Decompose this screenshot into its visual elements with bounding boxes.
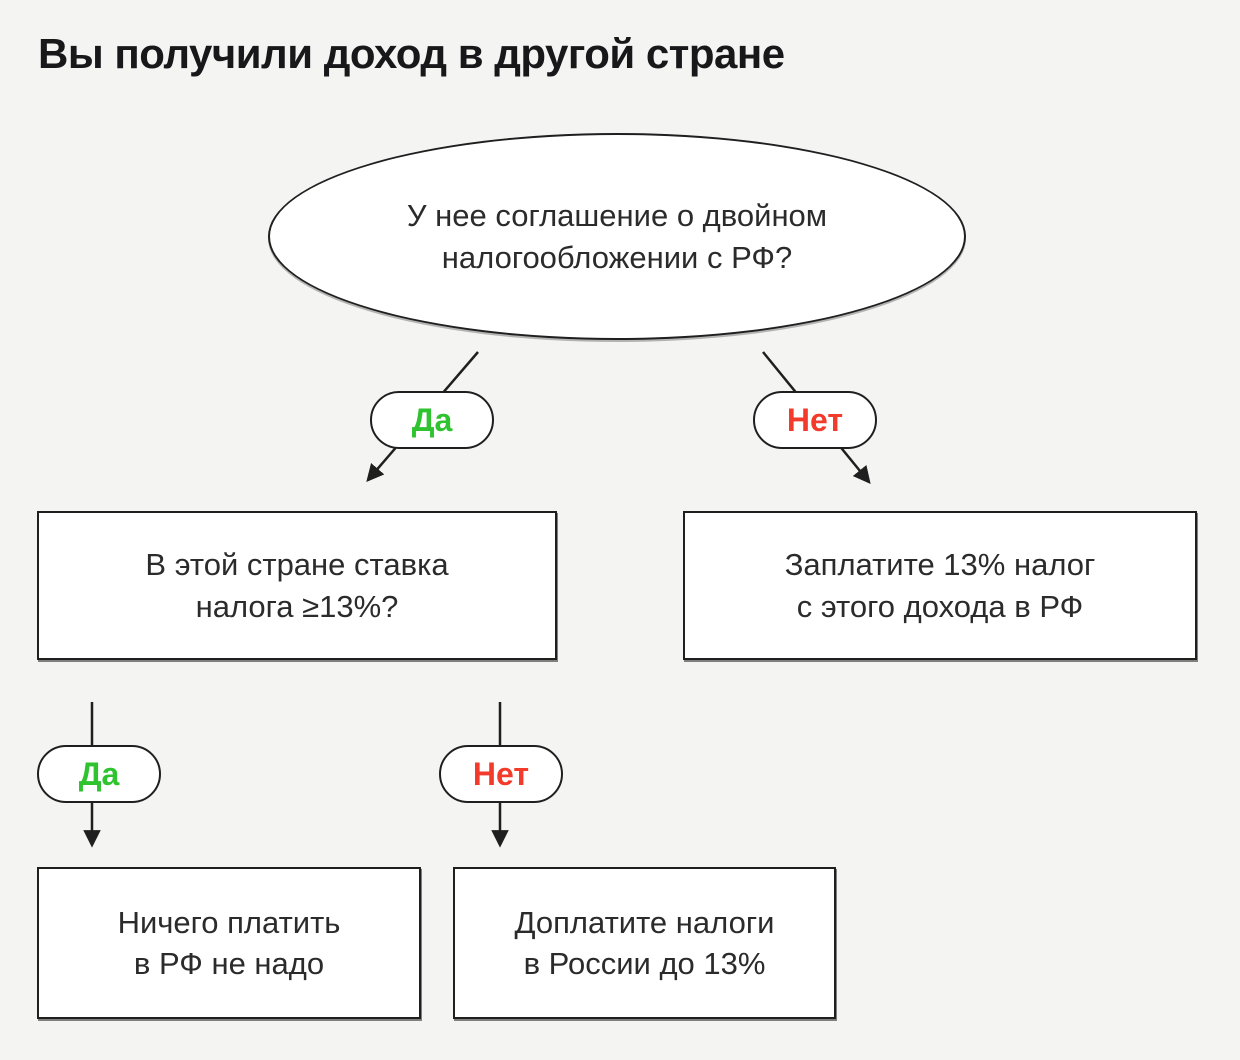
outcome-pay-difference: Доплатите налоги в России до 13% (453, 867, 836, 1019)
branch-label-no-rate: Нет (439, 745, 563, 803)
decision-text-line1: У нее соглашение о двойном (406, 198, 828, 234)
outcome-pay-13-in-rf: Заплатите 13% налог с этого дохода в РФ (683, 511, 1197, 660)
yes-label: Да (78, 755, 120, 792)
nothing-text-line1: Ничего платить (117, 904, 341, 940)
diff-text-line2: в России до 13% (523, 946, 766, 981)
branch-label-yes-root: Да (370, 391, 494, 449)
yes-label: Да (411, 401, 453, 438)
pay13-text-line2: с этого дохода в РФ (796, 588, 1084, 624)
pay13-text-line1: Заплатите 13% налог (784, 547, 1096, 583)
nothing-text-line2: в РФ не надо (133, 946, 325, 981)
page-title: Вы получили доход в другой стране (38, 30, 785, 77)
no-label: Нет (786, 401, 844, 438)
rate-text-line2: налога ≥13%? (195, 588, 399, 624)
decision-text-line2: налогообложении с РФ? (441, 239, 793, 275)
branch-label-no-root: Нет (753, 391, 877, 449)
rate-text-line1: В этой стране ставка (145, 547, 449, 583)
branch-label-yes-rate: Да (37, 745, 161, 803)
outcome-pay-nothing: Ничего платить в РФ не надо (37, 867, 421, 1019)
no-label: Нет (472, 755, 530, 792)
decision-tax-rate-13: В этой стране ставка налога ≥13%? (37, 511, 557, 660)
diff-text-line1: Доплатите налоги (514, 904, 775, 940)
decision-double-taxation-agreement: У нее соглашение о двойном налогообложен… (268, 133, 966, 340)
